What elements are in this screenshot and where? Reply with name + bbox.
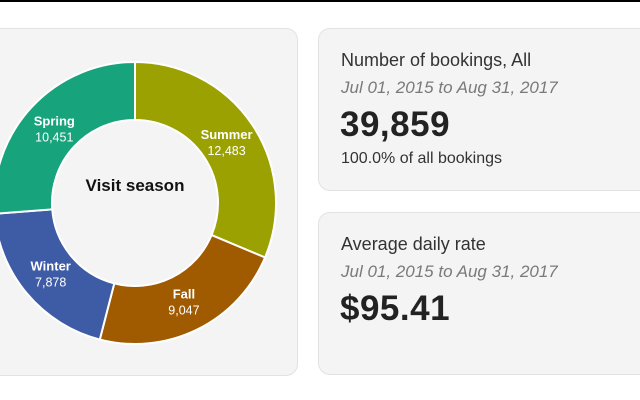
- slice-fall[interactable]: [98, 233, 267, 345]
- slice-value-fall: 9,047: [168, 304, 199, 318]
- slice-spring[interactable]: [0, 60, 136, 215]
- bookings-value: 39,859: [340, 105, 451, 144]
- slice-winter[interactable]: [0, 208, 116, 341]
- bookings-label: Number of bookings, All: [341, 50, 532, 70]
- slice-value-spring: 10,451: [35, 130, 73, 144]
- slice-label-spring: Spring: [34, 113, 75, 128]
- top-divider: [0, 0, 640, 2]
- donut-labels: Summer 12,483 Fall 9,047 Winter 7,878 Spring 10…: [31, 113, 253, 317]
- adr-kpi-card: Average daily rate Jul 01, 2015 to Aug 3…: [318, 212, 640, 375]
- bookings-kpi-card: Number of bookings, All Jul 01, 2015 to …: [318, 28, 640, 191]
- adr-value: $95.41: [340, 289, 451, 328]
- slice-label-summer: Summer: [201, 127, 253, 142]
- bookings-share: 100.0% of all bookings: [341, 150, 502, 167]
- adr-date-range: Jul 01, 2015 to Aug 31, 2017: [341, 262, 558, 281]
- donut-center-title: Visit season: [86, 176, 185, 195]
- donut-slices: [0, 60, 277, 345]
- bookings-date-range: Jul 01, 2015 to Aug 31, 2017: [341, 78, 558, 97]
- slice-label-winter: Winter: [31, 259, 71, 274]
- visit-season-donut-chart: Summer 12,483 Fall 9,047 Winter 7,878 Spring 10…: [0, 60, 277, 345]
- adr-label: Average daily rate: [341, 234, 486, 254]
- slice-value-summer: 12,483: [207, 144, 245, 158]
- slice-label-fall: Fall: [173, 287, 195, 302]
- slice-value-winter: 7,878: [35, 276, 66, 290]
- slice-summer[interactable]: [134, 60, 277, 259]
